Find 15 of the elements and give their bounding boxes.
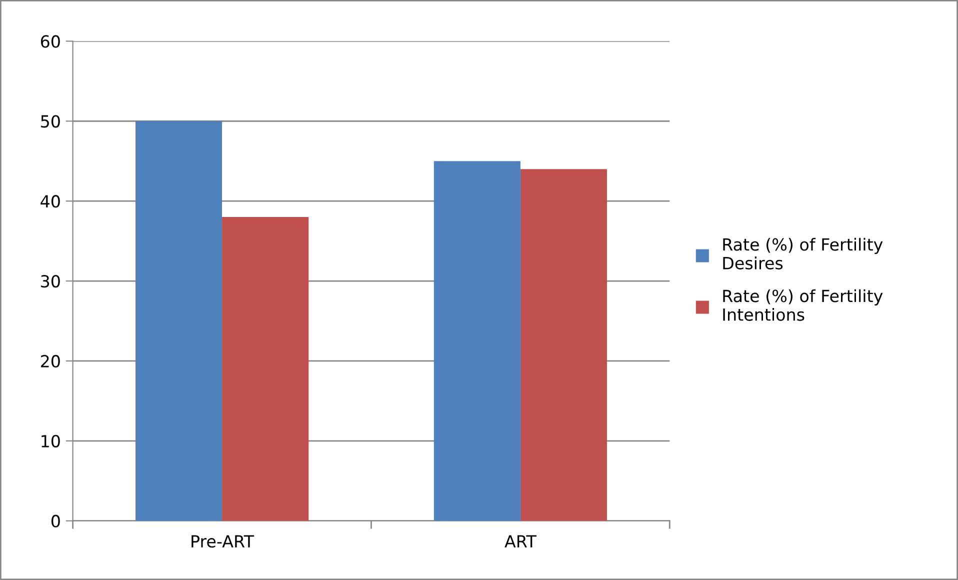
y-tick-label: 10 [42, 434, 60, 448]
y-tick-label: 60 [40, 35, 60, 48]
bar [434, 161, 520, 521]
legend-label: Rate (%) of Fertility Desires [723, 238, 883, 270]
bar [520, 169, 607, 521]
y-tick-label: 0 [51, 514, 60, 528]
x-tick-label: ART [504, 535, 536, 548]
y-tick-label: 40 [40, 195, 60, 208]
bar [222, 217, 309, 521]
x-tick-label: Pre-ART [192, 535, 254, 548]
y-tick-label: 30 [41, 274, 60, 288]
bar [135, 121, 222, 521]
legend-label: Rate (%) of Fertility Intentions [723, 289, 883, 321]
y-tick-label: 20 [41, 354, 60, 368]
y-tick-label: 50 [41, 115, 60, 128]
